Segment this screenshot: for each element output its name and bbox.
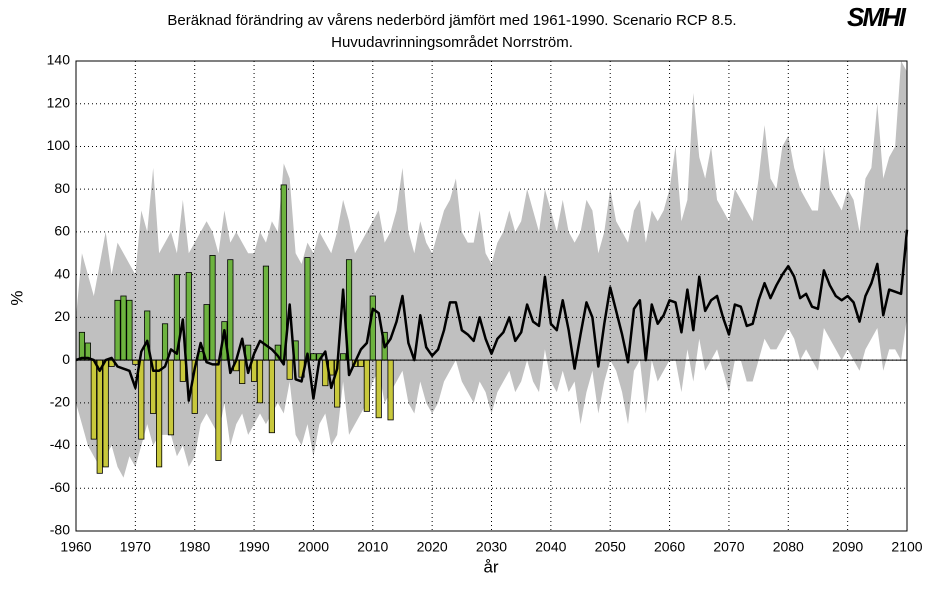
- y-tick-label: 80: [54, 180, 70, 196]
- chart-title: Beräknad förändring av vårens nederbörd …: [167, 12, 736, 29]
- x-tick-label: 2010: [357, 539, 388, 555]
- bar: [375, 359, 382, 419]
- x-tick-label: 2090: [832, 539, 863, 555]
- bar: [203, 304, 210, 361]
- y-tick-label: -80: [50, 522, 70, 538]
- x-tick-label: 2000: [298, 539, 329, 555]
- bar: [156, 359, 163, 468]
- bar: [209, 255, 216, 361]
- bar: [179, 359, 186, 382]
- bar: [96, 359, 103, 474]
- x-tick-label: 2020: [417, 539, 448, 555]
- bar: [114, 299, 121, 361]
- x-tick-label: 1970: [120, 539, 151, 555]
- bar: [102, 359, 109, 468]
- chart-subtitle: Huvudavrinningsområdet Norrström.: [331, 34, 573, 51]
- y-tick-label: 40: [54, 265, 70, 281]
- y-tick-label: -20: [50, 394, 70, 410]
- bar: [78, 331, 86, 361]
- y-tick-label: -40: [50, 436, 70, 452]
- bar: [126, 299, 133, 361]
- logo: SMHI: [847, 2, 907, 32]
- bar: [239, 359, 246, 384]
- bar: [357, 359, 364, 367]
- x-tick-label: 2100: [891, 539, 922, 555]
- bar: [340, 353, 347, 361]
- bar: [132, 359, 139, 365]
- x-tick-label: 2070: [713, 539, 744, 555]
- x-tick-label: 1980: [179, 539, 210, 555]
- bar: [227, 259, 234, 361]
- y-tick-label: -60: [50, 479, 70, 495]
- x-axis-label: år: [483, 557, 498, 576]
- plot-frame: [75, 60, 908, 532]
- y-axis-label: %: [7, 290, 26, 305]
- bar: [310, 353, 317, 361]
- y-tick-label: 120: [47, 94, 71, 110]
- mean-line: [75, 229, 909, 402]
- bar: [161, 323, 169, 361]
- x-tick-label: 2080: [773, 539, 804, 555]
- y-tick-label: 140: [47, 52, 71, 68]
- bar: [138, 359, 145, 440]
- x-tick-label: 2030: [476, 539, 507, 555]
- bar: [185, 272, 192, 361]
- bar: [215, 359, 222, 461]
- bar: [120, 295, 127, 361]
- bar: [387, 359, 394, 421]
- x-tick-label: 1960: [60, 539, 91, 555]
- y-tick-label: 0: [62, 351, 70, 367]
- bar: [90, 359, 97, 440]
- y-tick-label: 60: [54, 223, 70, 239]
- x-tick-label: 2060: [654, 539, 685, 555]
- bar: [286, 359, 293, 380]
- bar: [167, 359, 175, 436]
- y-tick-label: 20: [54, 308, 70, 324]
- bar: [256, 359, 264, 404]
- bar: [304, 257, 311, 361]
- x-tick-label: 2050: [595, 539, 626, 555]
- x-tick-label: 1990: [238, 539, 269, 555]
- x-tick-label: 2040: [535, 539, 566, 555]
- bar: [369, 295, 376, 361]
- y-tick-label: 100: [47, 137, 71, 153]
- bar: [363, 359, 370, 412]
- bar: [268, 359, 275, 434]
